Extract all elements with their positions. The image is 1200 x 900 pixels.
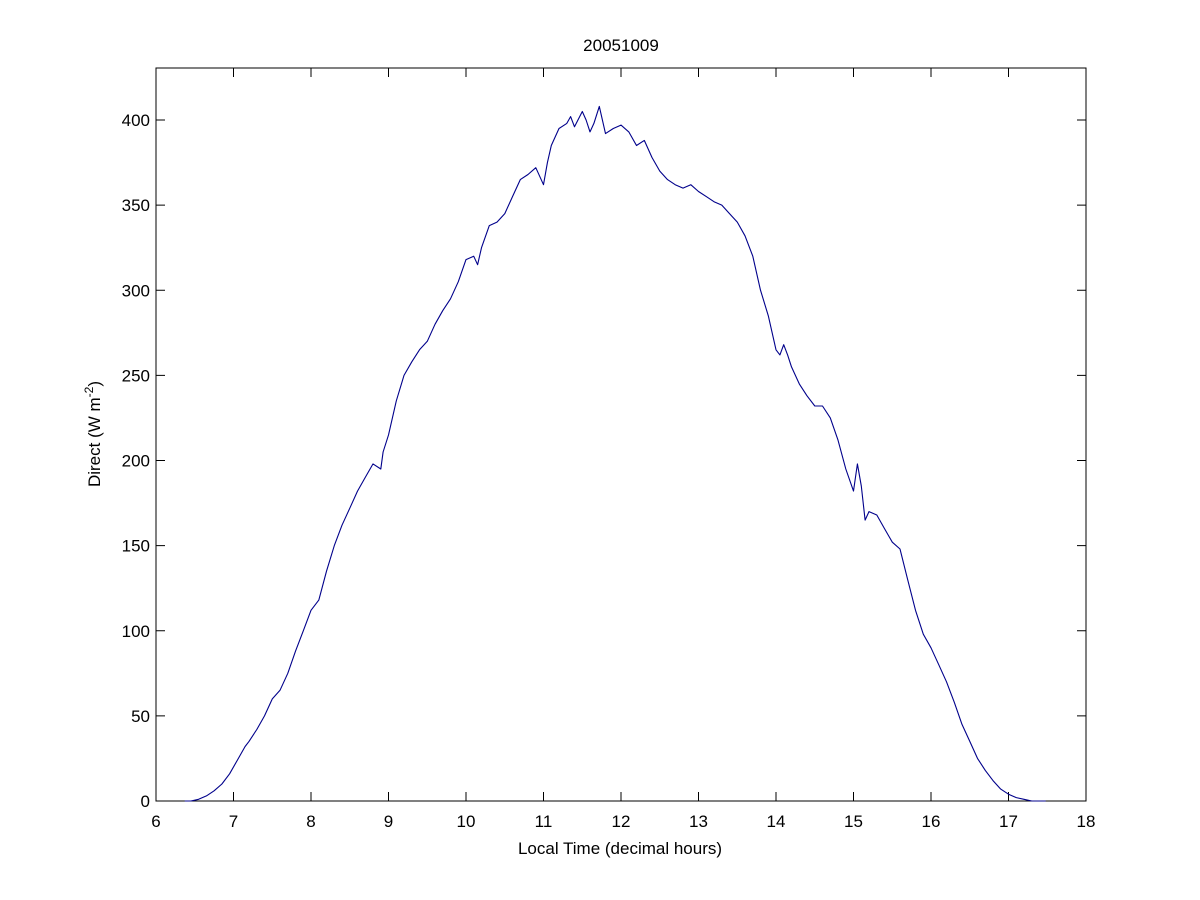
y-axis-label-text: Direct (W m xyxy=(85,397,104,487)
x-tick-label: 15 xyxy=(844,812,863,831)
y-tick-label: 350 xyxy=(122,196,150,215)
x-axis-label: Local Time (decimal hours) xyxy=(518,839,722,858)
x-tick-label: 10 xyxy=(457,812,476,831)
x-tick-label: 14 xyxy=(767,812,786,831)
x-tick-label: 18 xyxy=(1077,812,1096,831)
x-tick-label: 9 xyxy=(384,812,393,831)
y-tick-label: 100 xyxy=(122,622,150,641)
y-axis-label: Direct (W m-2) xyxy=(82,381,104,487)
y-axis-label-close: ) xyxy=(85,381,104,387)
y-axis-label-superscript: -2 xyxy=(82,386,96,397)
x-tick-label: 12 xyxy=(612,812,631,831)
x-tick-label: 6 xyxy=(151,812,160,831)
y-tick-label: 250 xyxy=(122,366,150,385)
chart-title: 20051009 xyxy=(583,36,659,55)
x-axis-ticks: 6 7 8 9 10 11 12 13 14 15 16 17 18 xyxy=(151,68,1095,831)
y-tick-label: 0 xyxy=(141,792,150,811)
y-tick-label: 50 xyxy=(131,707,150,726)
x-tick-label: 17 xyxy=(999,812,1018,831)
direct-irradiance-line xyxy=(184,105,1046,802)
x-tick-label: 13 xyxy=(689,812,708,831)
y-tick-label: 300 xyxy=(122,281,150,300)
y-tick-label: 400 xyxy=(122,111,150,130)
x-tick-label: 11 xyxy=(535,812,553,831)
y-tick-label: 200 xyxy=(122,452,150,471)
y-tick-label: 150 xyxy=(122,537,150,556)
y-axis-ticks: 0 50 100 150 200 250 300 350 400 xyxy=(122,111,1086,811)
x-tick-label: 16 xyxy=(922,812,941,831)
x-tick-label: 8 xyxy=(306,812,315,831)
x-tick-label: 7 xyxy=(229,812,238,831)
